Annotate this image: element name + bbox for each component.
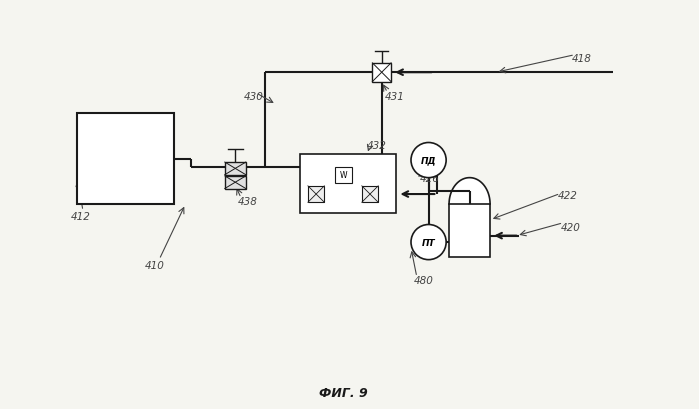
Text: 431: 431	[384, 92, 405, 101]
Bar	[336, 167, 352, 184]
Text: 420: 420	[561, 223, 580, 233]
Text: 426: 426	[420, 173, 440, 183]
Text: 410: 410	[145, 261, 164, 271]
Text: Пневмати-: Пневмати-	[99, 136, 152, 145]
Bar	[225, 176, 246, 189]
Text: 432: 432	[367, 141, 387, 151]
Bar	[449, 204, 490, 257]
Text: ПТ: ПТ	[421, 238, 435, 247]
Text: 438: 438	[238, 197, 258, 207]
Circle shape	[411, 225, 446, 260]
Circle shape	[411, 143, 446, 178]
Text: устройство: устройство	[97, 172, 154, 181]
Text: ПД: ПД	[421, 156, 436, 165]
Bar	[362, 187, 378, 203]
Bar	[373, 64, 391, 82]
Text: 418: 418	[572, 54, 592, 63]
Text: 412: 412	[71, 211, 91, 221]
Text: 480: 480	[414, 276, 434, 285]
Bar	[308, 187, 324, 203]
Text: 430: 430	[244, 92, 264, 101]
Text: 422: 422	[557, 191, 577, 201]
Text: ческое: ческое	[108, 153, 143, 162]
Text: W: W	[340, 171, 347, 180]
Text: ФИГ. 9: ФИГ. 9	[319, 386, 368, 399]
Bar	[300, 155, 396, 213]
Bar	[77, 114, 174, 204]
Bar	[225, 163, 246, 175]
